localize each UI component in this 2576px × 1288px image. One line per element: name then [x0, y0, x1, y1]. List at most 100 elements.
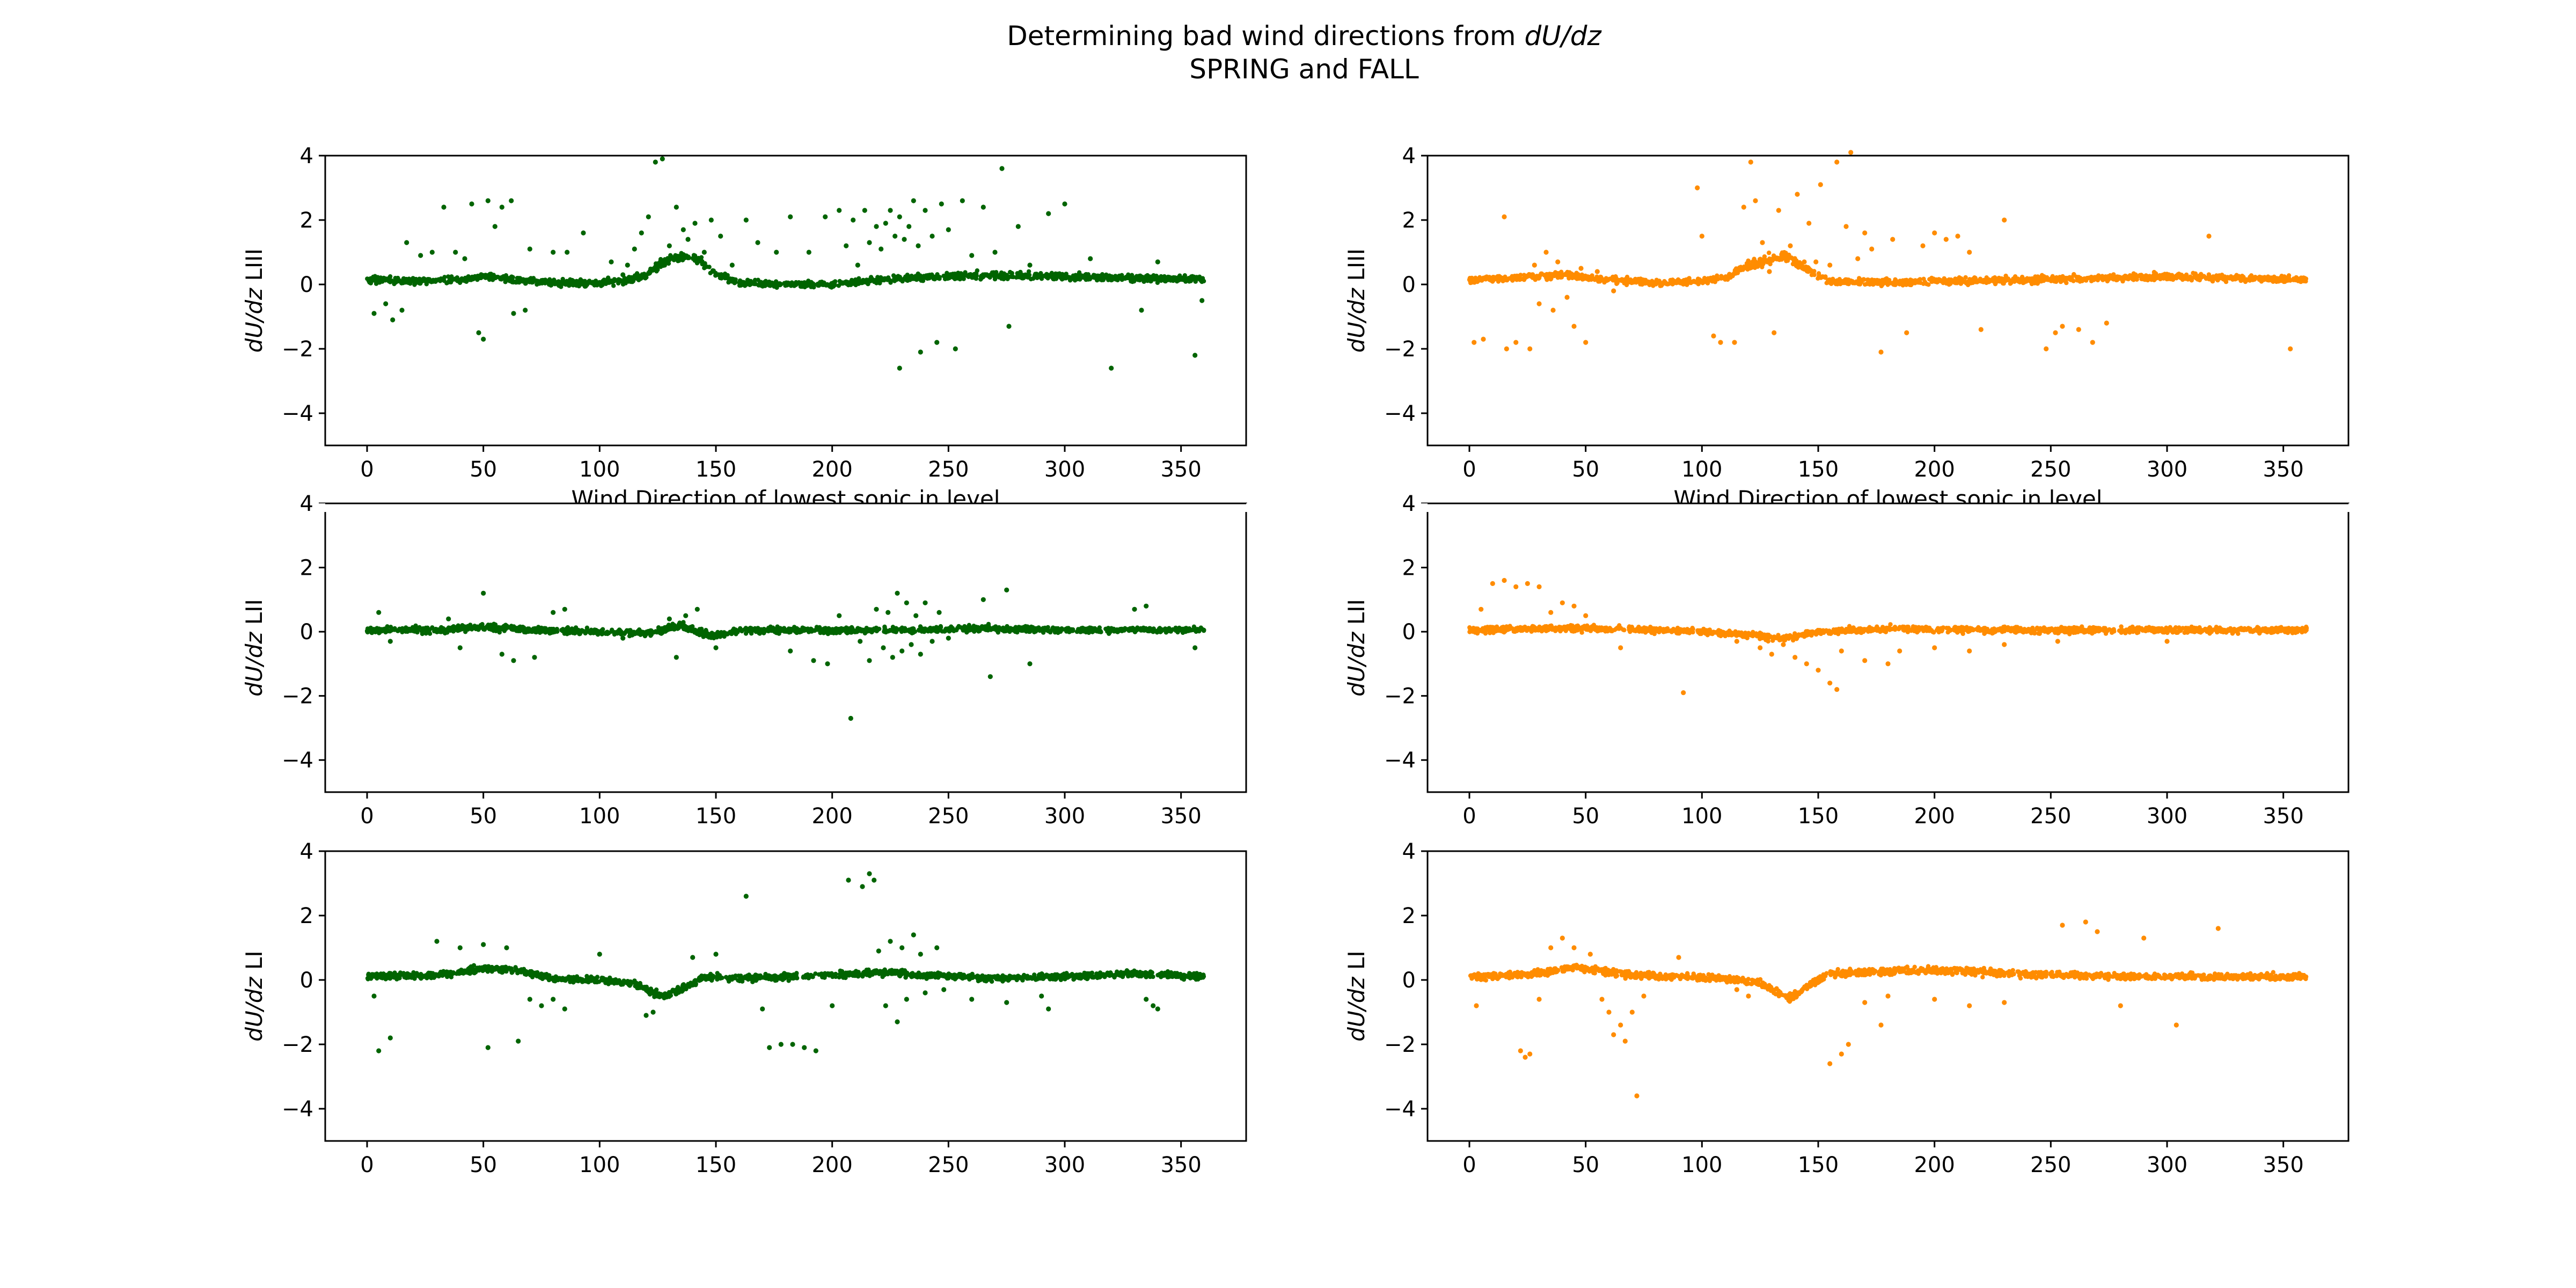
- data-point: [665, 257, 670, 262]
- data-point: [668, 253, 673, 258]
- data-point: [1105, 274, 1110, 279]
- data-point: [379, 278, 384, 283]
- data-point: [691, 253, 697, 258]
- outlier-point: [1578, 266, 1584, 271]
- y-tick-label: 2: [300, 208, 313, 233]
- data-point: [1573, 273, 1578, 277]
- data-point: [585, 281, 590, 286]
- plot-frame: [324, 155, 1247, 447]
- data-point: [454, 277, 459, 282]
- outlier-point: [895, 590, 900, 596]
- data-point: [1026, 627, 1031, 633]
- outlier-point: [632, 246, 637, 252]
- data-point: [1507, 276, 1512, 281]
- outlier-point: [1904, 330, 1909, 335]
- data-point: [1516, 275, 1521, 280]
- outlier-point: [1550, 308, 1556, 313]
- data-point: [908, 277, 912, 282]
- outlier-point: [692, 221, 698, 226]
- outlier-point: [1848, 150, 1854, 155]
- data-point: [496, 625, 501, 630]
- outlier-point: [674, 204, 679, 210]
- outlier-point: [755, 240, 760, 245]
- data-point: [1643, 280, 1649, 284]
- y-axis-label: dU/dz LIII: [241, 248, 267, 353]
- data-point: [2101, 275, 2105, 281]
- outlier-point: [885, 610, 891, 615]
- data-point: [1789, 255, 1794, 260]
- data-point: [775, 624, 780, 629]
- data-point: [1885, 280, 1890, 285]
- data-point: [479, 625, 484, 630]
- data-point: [543, 281, 547, 286]
- data-point: [1020, 276, 1026, 281]
- outlier-point: [1190, 275, 1195, 281]
- data-point: [896, 276, 902, 281]
- outlier-point: [1109, 365, 1114, 371]
- data-point: [1576, 276, 1582, 281]
- data-point: [1715, 276, 1721, 282]
- x-tick-label: 250: [928, 804, 969, 829]
- data-point: [1064, 272, 1069, 276]
- data-point: [816, 283, 821, 288]
- outlier-point: [1006, 324, 1012, 329]
- data-point: [502, 626, 507, 632]
- data-point: [661, 259, 666, 264]
- outlier-point: [906, 224, 912, 229]
- outlier-point: [1192, 353, 1198, 358]
- x-tick-label: 350: [2263, 457, 2303, 482]
- outlier-point: [481, 590, 486, 596]
- outlier-point: [1564, 295, 1570, 300]
- outlier-point: [694, 606, 700, 612]
- data-point: [1127, 628, 1132, 633]
- data-point: [1591, 276, 1596, 281]
- outlier-point: [823, 214, 828, 219]
- outlier-point: [1776, 208, 1781, 213]
- data-point: [892, 629, 897, 634]
- outlier-point: [1795, 192, 1800, 197]
- outlier-point: [2090, 340, 2095, 345]
- data-point: [2011, 277, 2016, 282]
- outlier-point: [1862, 230, 1868, 236]
- data-point: [697, 258, 702, 262]
- data-point: [487, 272, 493, 276]
- data-point: [953, 275, 958, 280]
- data-point: [564, 279, 569, 283]
- data-point: [536, 279, 540, 283]
- data-point: [482, 275, 488, 280]
- outlier-point: [609, 259, 614, 265]
- data-point: [686, 254, 691, 259]
- data-point: [616, 277, 621, 282]
- x-tick-label: 250: [2030, 457, 2071, 482]
- outlier-point: [1004, 587, 1009, 592]
- data-point: [762, 280, 767, 285]
- outlier-point: [911, 198, 916, 203]
- data-point: [746, 627, 751, 633]
- data-point: [1775, 256, 1780, 261]
- y-tick-label: 0: [1402, 273, 1416, 297]
- data-point: [2001, 281, 2006, 286]
- outlier-point: [453, 250, 458, 255]
- data-point: [624, 278, 629, 283]
- data-point: [987, 275, 992, 280]
- data-point: [1750, 265, 1755, 270]
- data-point: [2274, 276, 2279, 281]
- data-point: [2142, 274, 2147, 279]
- outlier-point: [888, 208, 893, 213]
- data-point: [859, 629, 864, 634]
- data-point: [1545, 277, 1549, 282]
- data-point: [771, 281, 777, 286]
- data-point: [716, 272, 721, 277]
- x-tick-label: 50: [470, 457, 497, 482]
- data-point: [2153, 275, 2158, 280]
- data-point: [475, 274, 480, 279]
- outlier-point: [980, 204, 986, 210]
- data-point: [600, 282, 605, 288]
- y-tick-label: 0: [300, 620, 313, 645]
- data-point: [1175, 628, 1180, 633]
- data-point: [1067, 278, 1073, 283]
- data-point: [961, 274, 965, 279]
- outlier-point: [980, 597, 986, 602]
- data-point: [647, 271, 652, 276]
